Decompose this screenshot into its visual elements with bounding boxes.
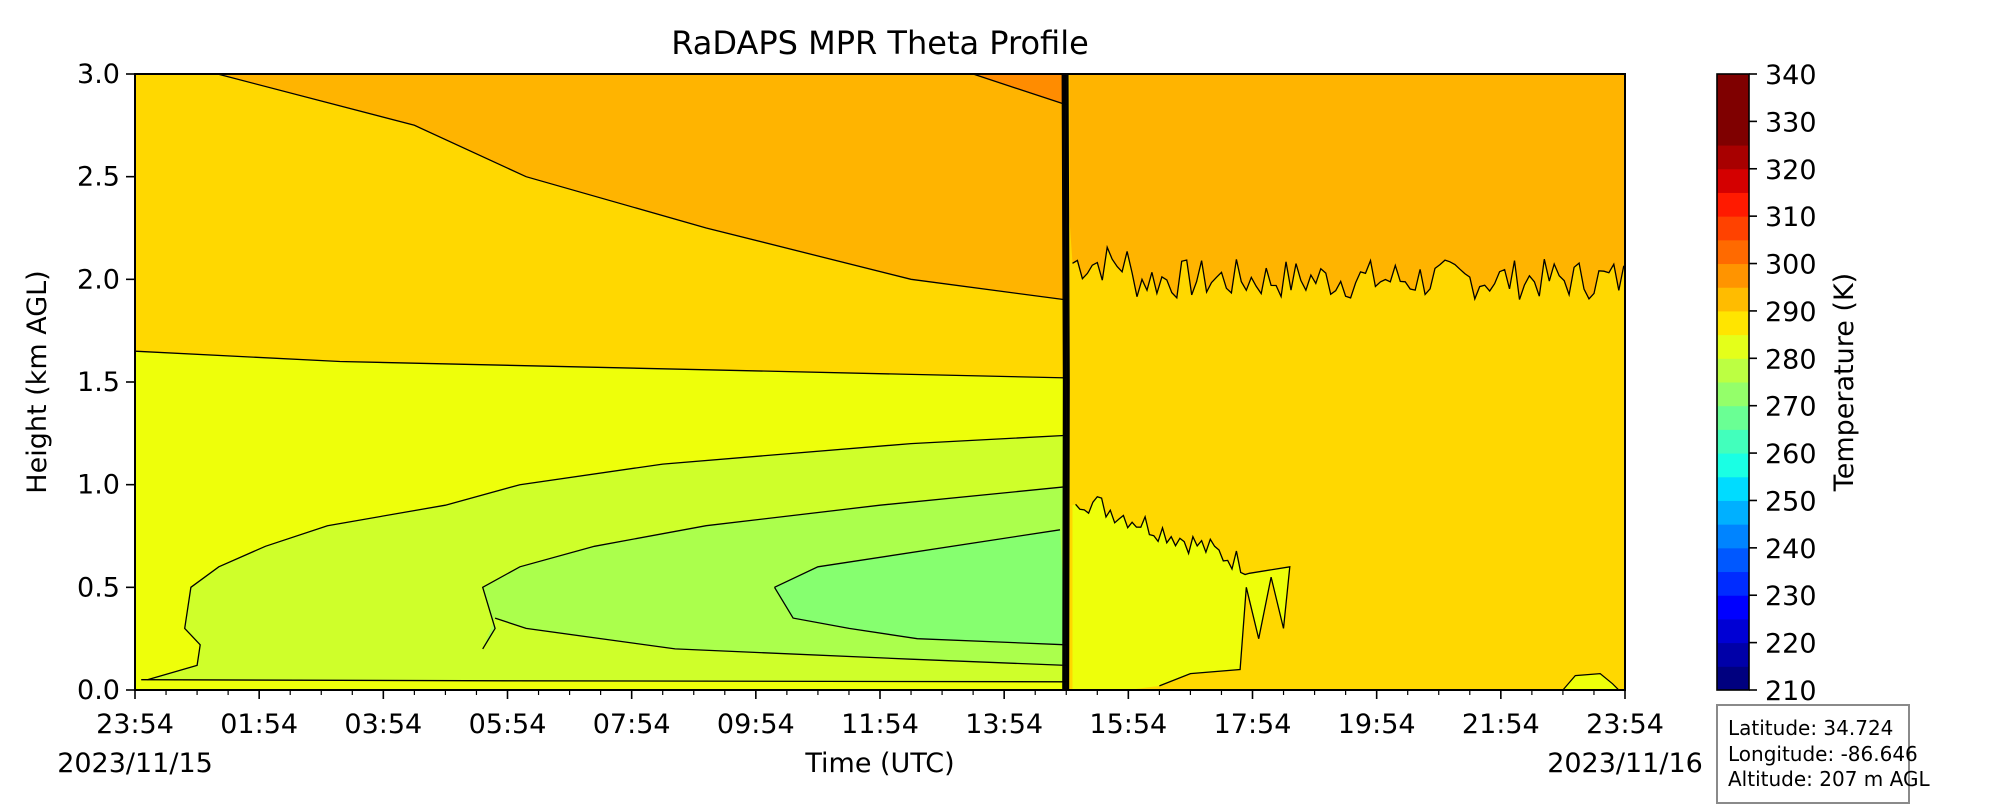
contour-line-290-bottom: [141, 679, 1067, 683]
contour-line-295: [135, 350, 1067, 379]
colorbar-tick-label: 310: [1765, 202, 1817, 233]
colorbar-segment: [1717, 97, 1749, 122]
colorbar-segment: [1717, 192, 1749, 217]
x-tick-label: 07:54: [593, 709, 671, 740]
y-tick-label: 1.0: [77, 470, 120, 501]
colorbar-segment: [1717, 547, 1749, 573]
colorbar-segment: [1717, 618, 1749, 644]
contour-fills: [135, 74, 1625, 690]
x-start-date: 2023/11/15: [57, 748, 213, 779]
colorbar-segment: [1717, 666, 1749, 691]
y-tick-label: 3.0: [77, 59, 120, 90]
colorbar-segment: [1717, 500, 1749, 525]
y-tick-label: 0.0: [77, 675, 120, 706]
region-275-280: [774, 529, 1067, 645]
colorbar-tick-label: 280: [1765, 344, 1817, 375]
contour-lines: [135, 74, 1625, 690]
colorbar-segment: [1717, 595, 1749, 620]
x-tick-label: 13:54: [965, 709, 1043, 740]
contour-line-290: [147, 434, 1067, 681]
colorbar-segment: [1717, 571, 1749, 596]
colorbar-segment: [1717, 405, 1749, 430]
front-contour-line: [1066, 74, 1069, 690]
colorbar-segment: [1717, 453, 1749, 478]
front-contour-line: [1067, 74, 1070, 690]
front-contour-line: [1063, 74, 1067, 690]
colorbar-segment: [1717, 263, 1749, 288]
contour-line-285-lower: [494, 617, 1067, 667]
x-tick-label: 03:54: [344, 709, 422, 740]
colorbar-tick-label: 300: [1765, 250, 1817, 281]
y-tick-label: 0.5: [77, 572, 120, 603]
region-300-305-left: [217, 74, 1067, 300]
colorbar-tick-label: 260: [1765, 439, 1817, 470]
x-tick-label: 15:54: [1089, 709, 1167, 740]
contour-line-295-right: [1075, 495, 1291, 687]
y-axis: 0.0 0.5 1.0 1.5 2.0 2.5 3.0: [77, 59, 135, 706]
colorbar-segment: [1717, 239, 1749, 265]
region-290-295-end: [1562, 672, 1620, 690]
contour-line-285-upper: [481, 486, 1067, 650]
region-300-305-right: [1069, 74, 1625, 300]
contour-line-280-lower: [773, 586, 1067, 646]
colorbar-tick-label: 240: [1765, 534, 1817, 565]
chart-title: RaDAPS MPR Theta Profile: [671, 24, 1089, 62]
colorbar-segment: [1717, 310, 1749, 336]
y-tick-label: 2.5: [77, 162, 120, 193]
x-tick-label: 17:54: [1214, 709, 1292, 740]
location-info-box: Latitude: 34.724 Longitude: -86.646 Alti…: [1716, 704, 1930, 804]
colorbar-segment: [1717, 358, 1749, 383]
x-tick-label: 19:54: [1338, 709, 1416, 740]
y-tick-label: 1.5: [77, 367, 120, 398]
colorbar-segment: [1717, 287, 1749, 312]
colorbar-segment: [1717, 121, 1749, 146]
y-axis-label: Height (km AGL): [22, 270, 53, 493]
contour-line-300-right: [1072, 244, 1625, 302]
region-290-295-right: [1072, 496, 1290, 690]
colorbar-segment: [1717, 168, 1749, 193]
latitude-text: Latitude: 34.724: [1728, 716, 1894, 740]
altitude-text: Altitude: 207 m AGL: [1728, 767, 1930, 791]
contour-line-280-upper: [774, 529, 1061, 588]
colorbar-tick-label: 230: [1765, 581, 1817, 612]
longitude-text: Longitude: -86.646: [1728, 741, 1918, 766]
x-axis-label: Time (UTC): [804, 748, 954, 779]
colorbar-tick-label: 270: [1765, 392, 1817, 423]
colorbar-segment: [1717, 334, 1749, 359]
front-contour-line: [1064, 74, 1068, 690]
front-contour-line: [1061, 74, 1065, 690]
colorbar-tick-label: 330: [1765, 107, 1817, 138]
colorbar-tick-label: 210: [1765, 676, 1817, 707]
contour-line-305: [972, 74, 1067, 106]
colorbar-tick-label: 290: [1765, 297, 1817, 328]
colorbar-tick-label: 340: [1765, 60, 1817, 91]
colorbar-segment: [1717, 382, 1749, 407]
colorbar-segment: [1717, 145, 1749, 170]
colorbar-label: Temperature (K): [1829, 273, 1860, 492]
x-tick-label: 23:54: [1586, 709, 1664, 740]
x-tick-label: 05:54: [469, 709, 547, 740]
colorbar-segment: [1717, 74, 1749, 99]
x-tick-label: 11:54: [841, 709, 919, 740]
colorbar-tick-label: 320: [1765, 155, 1817, 186]
x-tick-label: 01:54: [220, 709, 298, 740]
colorbar-segment: [1717, 642, 1749, 667]
front-contour-line: [1062, 74, 1066, 690]
colorbar-segment: [1717, 429, 1749, 454]
colorbar-tick-label: 220: [1765, 629, 1817, 660]
colorbar-segment: [1717, 216, 1749, 241]
colorbar: 210 220 230 240 250 260 270 280 290 300 310 320 330 3…: [1716, 60, 1817, 707]
colorbar-tick-label: 250: [1765, 486, 1817, 517]
colorbar-frame: [1716, 73, 1750, 691]
x-tick-label: 09:54: [717, 709, 795, 740]
x-tick-label: 21:54: [1462, 709, 1540, 740]
y-tick-label: 2.0: [77, 264, 120, 295]
x-axis: 23:54 01:54 03:54 05:54 07:54 09:54 11:54 13:54…: [96, 690, 1664, 740]
contour-line-300: [217, 74, 1067, 301]
x-tick-label: 23:54: [96, 709, 174, 740]
colorbar-segment: [1717, 524, 1749, 549]
x-end-date: 2023/11/16: [1547, 748, 1703, 779]
colorbar-segment: [1717, 476, 1749, 501]
